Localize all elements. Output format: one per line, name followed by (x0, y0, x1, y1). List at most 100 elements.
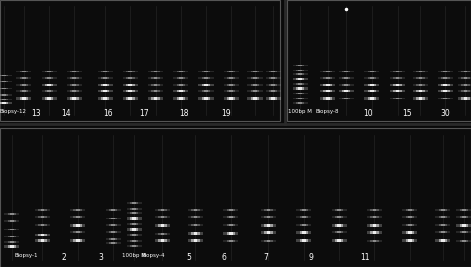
FancyBboxPatch shape (342, 77, 350, 78)
FancyBboxPatch shape (179, 77, 183, 78)
FancyBboxPatch shape (406, 231, 414, 234)
FancyBboxPatch shape (292, 93, 308, 94)
FancyBboxPatch shape (261, 209, 276, 211)
FancyBboxPatch shape (396, 98, 399, 99)
FancyBboxPatch shape (253, 77, 257, 78)
FancyBboxPatch shape (103, 77, 107, 78)
FancyBboxPatch shape (127, 202, 142, 204)
Text: 100bp M: 100bp M (122, 253, 146, 258)
FancyBboxPatch shape (173, 90, 188, 92)
FancyBboxPatch shape (396, 71, 399, 72)
FancyBboxPatch shape (261, 231, 276, 234)
FancyBboxPatch shape (393, 77, 402, 78)
FancyBboxPatch shape (456, 240, 471, 242)
FancyBboxPatch shape (261, 240, 276, 242)
FancyBboxPatch shape (413, 84, 428, 86)
FancyBboxPatch shape (198, 71, 213, 72)
FancyBboxPatch shape (188, 239, 203, 242)
FancyBboxPatch shape (224, 90, 239, 92)
FancyBboxPatch shape (393, 84, 402, 86)
FancyBboxPatch shape (127, 245, 142, 247)
FancyBboxPatch shape (460, 216, 468, 218)
FancyBboxPatch shape (10, 220, 14, 222)
FancyBboxPatch shape (123, 77, 138, 78)
FancyBboxPatch shape (76, 239, 80, 242)
FancyBboxPatch shape (463, 77, 467, 78)
FancyBboxPatch shape (123, 84, 138, 86)
FancyBboxPatch shape (300, 216, 308, 218)
FancyBboxPatch shape (35, 216, 50, 218)
FancyBboxPatch shape (370, 224, 379, 227)
FancyBboxPatch shape (461, 90, 470, 92)
FancyBboxPatch shape (441, 239, 445, 242)
FancyBboxPatch shape (41, 97, 57, 100)
FancyBboxPatch shape (173, 77, 188, 78)
FancyBboxPatch shape (41, 90, 57, 92)
FancyBboxPatch shape (202, 90, 210, 92)
FancyBboxPatch shape (367, 84, 376, 86)
FancyBboxPatch shape (130, 228, 138, 231)
Text: 6: 6 (221, 253, 226, 262)
FancyBboxPatch shape (223, 209, 238, 211)
FancyBboxPatch shape (253, 97, 257, 100)
FancyBboxPatch shape (326, 90, 330, 92)
FancyBboxPatch shape (97, 90, 113, 92)
FancyBboxPatch shape (251, 77, 259, 78)
FancyBboxPatch shape (188, 232, 203, 235)
FancyBboxPatch shape (335, 224, 343, 227)
FancyBboxPatch shape (70, 239, 85, 242)
FancyBboxPatch shape (227, 216, 235, 218)
FancyBboxPatch shape (229, 225, 233, 226)
FancyBboxPatch shape (97, 97, 113, 100)
FancyBboxPatch shape (204, 90, 208, 92)
FancyBboxPatch shape (154, 90, 157, 92)
FancyBboxPatch shape (229, 77, 233, 78)
FancyBboxPatch shape (342, 98, 350, 99)
FancyBboxPatch shape (370, 209, 379, 211)
FancyBboxPatch shape (396, 90, 399, 92)
FancyBboxPatch shape (0, 81, 12, 82)
FancyBboxPatch shape (2, 88, 6, 89)
FancyBboxPatch shape (396, 77, 399, 78)
FancyBboxPatch shape (253, 71, 257, 72)
FancyBboxPatch shape (367, 224, 382, 227)
FancyBboxPatch shape (300, 239, 308, 242)
FancyBboxPatch shape (266, 97, 281, 100)
FancyBboxPatch shape (154, 84, 157, 86)
Text: 13: 13 (32, 109, 41, 118)
FancyBboxPatch shape (22, 84, 26, 86)
FancyBboxPatch shape (127, 217, 142, 220)
FancyBboxPatch shape (367, 231, 382, 234)
FancyBboxPatch shape (229, 240, 233, 242)
FancyBboxPatch shape (45, 97, 53, 100)
FancyBboxPatch shape (462, 231, 466, 233)
FancyBboxPatch shape (194, 232, 197, 235)
FancyBboxPatch shape (335, 209, 343, 211)
FancyBboxPatch shape (132, 223, 136, 225)
FancyBboxPatch shape (364, 71, 379, 72)
FancyBboxPatch shape (16, 77, 32, 78)
FancyBboxPatch shape (269, 71, 277, 72)
FancyBboxPatch shape (8, 229, 16, 230)
FancyBboxPatch shape (439, 216, 447, 218)
FancyBboxPatch shape (419, 84, 422, 86)
FancyBboxPatch shape (0, 102, 12, 104)
FancyBboxPatch shape (402, 239, 417, 242)
FancyBboxPatch shape (198, 77, 213, 78)
FancyBboxPatch shape (132, 228, 136, 231)
FancyBboxPatch shape (204, 84, 208, 86)
FancyBboxPatch shape (151, 97, 160, 100)
FancyBboxPatch shape (126, 71, 135, 72)
FancyBboxPatch shape (103, 90, 107, 92)
FancyBboxPatch shape (370, 84, 374, 86)
FancyBboxPatch shape (106, 218, 121, 219)
Text: 3: 3 (99, 253, 104, 262)
FancyBboxPatch shape (296, 239, 311, 242)
FancyBboxPatch shape (300, 225, 308, 226)
FancyBboxPatch shape (155, 209, 170, 211)
FancyBboxPatch shape (148, 84, 163, 86)
FancyBboxPatch shape (344, 84, 348, 86)
FancyBboxPatch shape (461, 97, 470, 100)
FancyBboxPatch shape (342, 84, 350, 86)
FancyBboxPatch shape (302, 225, 306, 226)
